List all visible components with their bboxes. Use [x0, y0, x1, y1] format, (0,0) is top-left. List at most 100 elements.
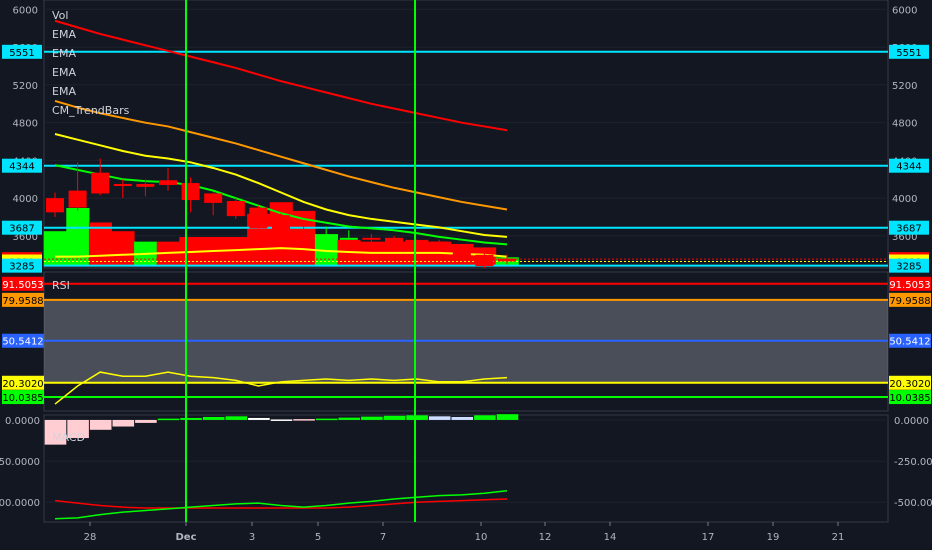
macd-histogram-bar [315, 418, 338, 421]
candle-body [294, 233, 313, 246]
vertical-markers [185, 0, 416, 522]
x-tick-label: Dec [175, 532, 196, 543]
candle-body [317, 236, 336, 239]
candle-body [68, 190, 87, 208]
horizontal-lines [44, 50, 888, 267]
rsi-label-left-box [2, 333, 44, 348]
panel-frame [43, 0, 889, 269]
ema-line-3 [54, 133, 508, 238]
legend-macd: MACD [52, 431, 85, 444]
candle-body [113, 184, 132, 187]
price-tick-left: 4000 [13, 194, 38, 205]
macd-histogram-bar [270, 419, 293, 421]
price-tick-left: 6000 [13, 5, 38, 16]
x-tick-label: 5 [315, 532, 321, 543]
macd-tick-right: -500.0000 [894, 498, 932, 509]
x-axis: 28 Dec 3 5 7 10 12 14 17 19 21 [84, 522, 845, 543]
rsi-label-right-box [889, 276, 931, 291]
legend-ema-1: EMA [52, 28, 76, 41]
candle-body [475, 254, 494, 267]
macd-tick-left: -500.0000 [0, 498, 40, 509]
price-tick-right: 6000 [892, 5, 917, 16]
rsi-label-left-box [2, 276, 44, 291]
macd-signal-line [54, 498, 508, 509]
candle-body [249, 207, 268, 229]
rsi-label-right-box [889, 333, 931, 348]
macd-histogram-bar [361, 416, 383, 420]
price-label-left-box [2, 220, 42, 235]
candle-body [498, 258, 516, 262]
volume-bar [43, 231, 67, 266]
rsi-label-right: 20.3020 [889, 379, 930, 390]
macd-tick-left: 0.0000 [5, 416, 40, 427]
price-tick-left: 5200 [13, 81, 38, 92]
macd-histogram-bar [293, 419, 315, 421]
ema-line-5 [55, 247, 508, 258]
volume-bar [111, 231, 135, 266]
rsi-line [54, 371, 508, 405]
x-tick-label: 12 [539, 532, 552, 543]
rsi-label-right-box [889, 375, 931, 390]
price-label-left: 3687 [9, 224, 34, 235]
price-label-right-box [889, 158, 929, 173]
macd-histogram-bar [338, 417, 361, 420]
price-label-left: 5551 [9, 48, 34, 59]
price-label-right-box [889, 44, 929, 59]
price-pane[interactable]: 6000600056005600520052004800480044004400… [2, 5, 929, 273]
x-tick-label: 14 [604, 532, 617, 543]
macd-tick-right: 0.0000 [894, 416, 929, 427]
x-tick-label: 28 [84, 532, 97, 543]
macd-histogram-bar [451, 416, 474, 420]
rsi-label-left-box [2, 375, 44, 390]
rsi-label-left: 79.9588 [2, 296, 43, 307]
legend-vol: Vol [52, 9, 68, 22]
price-label-left-box [2, 158, 42, 173]
price-tick-left: 4800 [13, 119, 38, 130]
candle-body [204, 193, 223, 203]
rsi-label-right: 79.9588 [889, 296, 930, 307]
macd-histogram-bar [44, 419, 67, 445]
macd-pane[interactable]: 0.0000 0.0000 -250.0000 -250.0000 -500.0000 -… [0, 414, 932, 520]
rsi-label-left: 50.5412 [2, 337, 43, 348]
price-label-left-box [2, 258, 42, 273]
rsi-label-left-box [2, 390, 44, 405]
macd-histogram-bar [135, 419, 157, 423]
price-legend: Vol EMA EMA EMA EMA CM_TrendBars RSI MAC… [52, 9, 130, 444]
candle-body [452, 249, 471, 259]
legend-ema-4: EMA [52, 85, 76, 98]
candle-body [272, 215, 290, 236]
candle-body [46, 198, 64, 213]
price-tick-right: 4000 [892, 194, 917, 205]
x-tick-label: 3 [249, 532, 255, 543]
rsi-label-left: 10.0385 [2, 393, 43, 404]
price-label-left: 4344 [9, 162, 34, 173]
macd-histogram-bar [406, 415, 428, 420]
rsi-pane[interactable]: 91.5053 91.5053 79.9588 79.9588 50.5412 50.54… [2, 276, 931, 405]
x-tick-label: 10 [475, 532, 488, 543]
candle-body [159, 180, 177, 185]
price-label-right-box [889, 220, 929, 235]
rsi-label-right-box [889, 292, 931, 307]
legend-ema-2: EMA [52, 47, 76, 60]
macd-histogram-bar [474, 415, 496, 420]
rsi-label-right-box [889, 390, 931, 405]
candle-body [91, 172, 110, 194]
macd-histogram-bar [202, 416, 225, 420]
x-tick-label: 21 [832, 532, 845, 543]
macd-histogram-bar [225, 416, 248, 420]
legend-ema-3: EMA [52, 66, 76, 79]
rsi-label-left: 20.3020 [2, 379, 43, 390]
macd-histogram-bar [383, 415, 406, 420]
rsi-label-right: 91.5053 [889, 280, 930, 291]
ema-line-2 [54, 100, 508, 211]
price-tick-right: 5200 [892, 81, 917, 92]
candle-body [430, 241, 449, 251]
rsi-label-left: 91.5053 [2, 280, 43, 291]
macd-histogram-bar [67, 419, 89, 439]
candle-body [385, 237, 403, 250]
price-label-right-box [889, 258, 929, 273]
x-tick-label: 7 [380, 532, 386, 543]
x-tick-label: 19 [767, 532, 780, 543]
